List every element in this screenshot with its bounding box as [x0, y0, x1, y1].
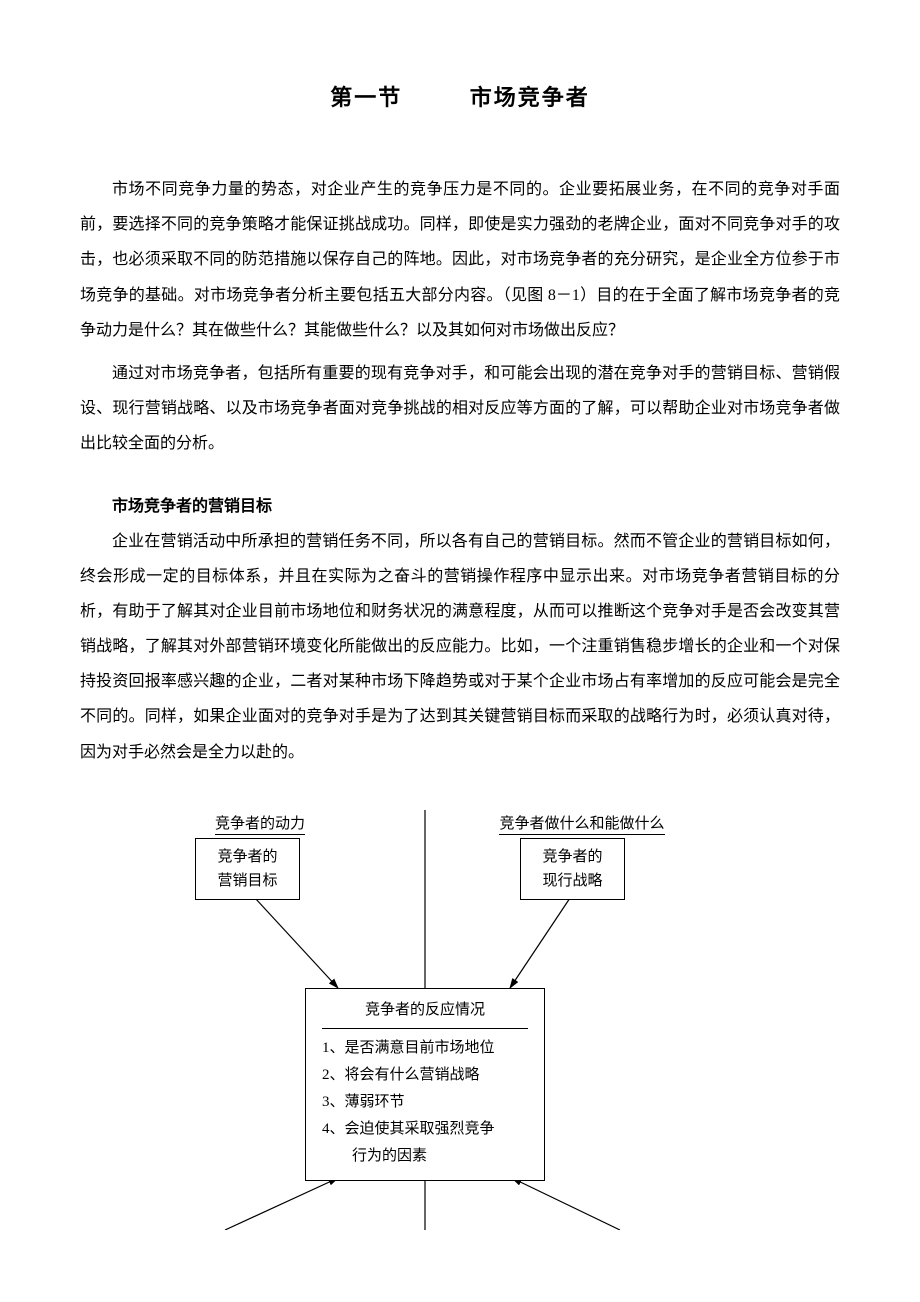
arrow-topright: [510, 898, 570, 988]
box-top-right: 竞争者的 现行战略: [520, 838, 625, 900]
box-center: 竞争者的反应情况 1、是否满意目前市场地位 2、将会有什么营销战略 3、薄弱环节…: [305, 988, 545, 1181]
label-right-top-text: 竞争者做什么和能做什么: [499, 816, 664, 835]
paragraph-3: 企业在营销活动中所承担的营销任务不同，所以各有自己的营销目标。然而不管企业的营销…: [80, 524, 840, 770]
center-box-item-indent: 行为的因素: [322, 1143, 528, 1170]
label-left-top-text: 竞争者的动力: [215, 816, 305, 835]
box-top-right-line1: 竞争者的: [535, 845, 610, 869]
arrow-topleft: [255, 898, 338, 988]
document-title: 第一节 市场竞争者: [80, 80, 840, 112]
paragraph-2: 通过对市场竞争者，包括所有重要的现有竞争对手，和可能会出现的潜在竞争对手的营销目…: [80, 356, 840, 462]
title-topic: 市场竞争者: [470, 80, 590, 112]
paragraph-1: 市场不同竞争力量的势态，对企业产生的竞争压力是不同的。企业要拓展业务，在不同的竞…: [80, 172, 840, 348]
box-top-left-line2: 营销目标: [210, 869, 285, 893]
label-left-top: 竞争者的动力: [195, 812, 325, 833]
center-box-item-2: 2、将会有什么营销战略: [322, 1062, 528, 1089]
box-top-left-line1: 竞争者的: [210, 845, 285, 869]
box-top-left: 竞争者的 营销目标: [195, 838, 300, 900]
arrow-bottomleft: [225, 1178, 338, 1230]
title-section: 第一节: [330, 80, 402, 112]
center-box-item-4: 4、会迫使其采取强烈竞争: [322, 1116, 528, 1143]
label-right-top: 竞争者做什么和能做什么: [472, 812, 692, 833]
diagram-container: 竞争者的动力 竞争者做什么和能做什么 竞争者的 营销目标 竞争者的 现行战略 竞…: [80, 810, 840, 1230]
arrow-bottomright: [512, 1178, 620, 1230]
center-box-item-3: 3、薄弱环节: [322, 1089, 528, 1116]
center-box-item-1: 1、是否满意目前市场地位: [322, 1035, 528, 1062]
subtitle-1: 市场竞争者的营销目标: [80, 492, 840, 516]
center-box-title: 竞争者的反应情况: [322, 997, 528, 1029]
box-top-right-line2: 现行战略: [535, 869, 610, 893]
